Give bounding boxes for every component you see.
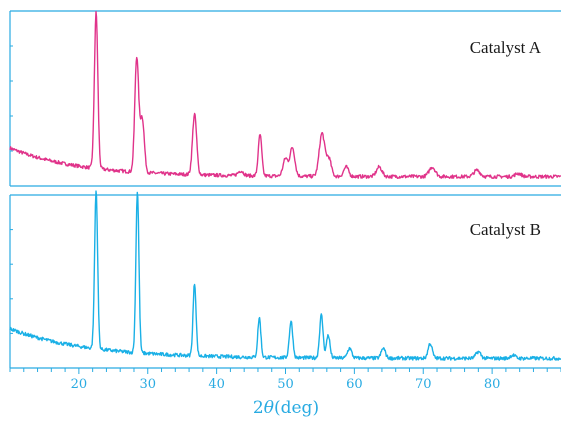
catalyst-b-label: Catalyst B (470, 220, 541, 239)
x-tick-label: 70 (415, 377, 432, 392)
x-tick-label: 80 (484, 377, 501, 392)
catalyst-b-panel: Catalyst B (9, 190, 561, 369)
x-tick-label: 50 (277, 377, 294, 392)
catalyst-b-trace (9, 190, 561, 361)
catalyst-a-trace (9, 11, 561, 179)
x-axis-ticks: 20 30 40 50 60 70 80 (9, 368, 561, 392)
catalyst-a-label: Catalyst A (470, 38, 542, 57)
x-tick-label: 40 (208, 377, 225, 392)
x-axis-label-unit: (deg) (274, 398, 319, 418)
x-axis-label-prefix: 2 (253, 398, 264, 418)
x-tick-label: 60 (346, 377, 363, 392)
catalyst-a-panel: Catalyst A (9, 10, 561, 187)
panel-a-y-ticks (10, 45, 13, 152)
x-tick-label: 20 (71, 377, 88, 392)
x-axis-label: 2θ(deg) (253, 398, 319, 418)
panel-b-y-ticks (10, 229, 13, 334)
x-axis-label-symbol: θ (264, 398, 274, 418)
x-tick-label: 30 (139, 377, 156, 392)
